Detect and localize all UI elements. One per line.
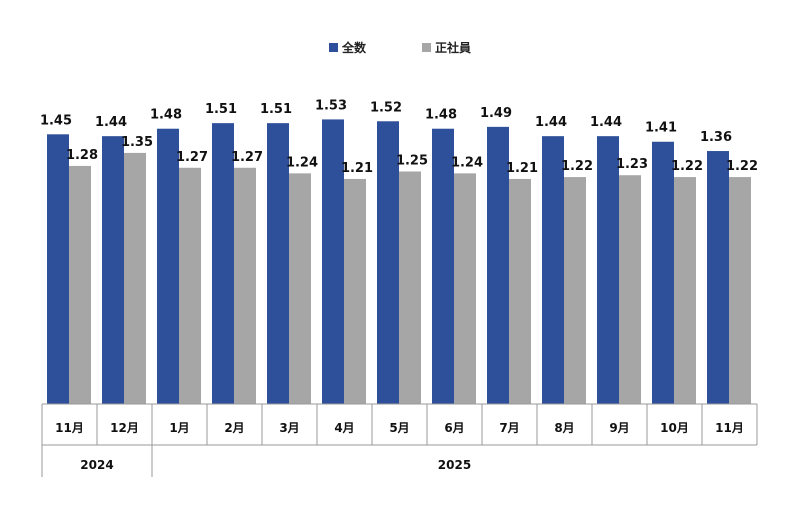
bar-regular-2	[124, 152, 146, 404]
value-label-regular-1: 1.28	[66, 148, 98, 163]
category-label-12: 10月	[660, 421, 689, 435]
category-label-8: 6月	[444, 421, 464, 435]
category-label-2: 12月	[110, 421, 139, 435]
value-label-all-12: 1.41	[645, 121, 677, 136]
value-label-all-5: 1.51	[260, 102, 292, 117]
bar-regular-11	[619, 175, 641, 404]
value-label-regular-12: 1.22	[671, 159, 703, 174]
category-label-9: 7月	[499, 421, 519, 435]
value-label-all-4: 1.51	[205, 102, 237, 117]
bar-all-3	[157, 128, 179, 404]
value-label-regular-6: 1.21	[341, 161, 373, 176]
value-label-regular-8: 1.24	[451, 155, 483, 170]
bar-regular-10	[564, 177, 586, 404]
bar-all-5	[267, 123, 289, 404]
value-label-all-7: 1.52	[370, 100, 402, 115]
value-label-regular-2: 1.35	[121, 135, 153, 150]
value-label-all-1: 1.45	[40, 113, 72, 128]
value-label-all-2: 1.44	[95, 115, 127, 130]
bar-all-4	[212, 123, 234, 404]
bar-regular-7	[399, 171, 421, 404]
legend-swatch-2	[422, 43, 431, 52]
year-label-2: 2025	[438, 458, 471, 472]
bar-regular-9	[509, 178, 531, 404]
value-label-all-13: 1.36	[700, 130, 732, 145]
bar-all-6	[322, 119, 344, 405]
value-label-regular-10: 1.22	[561, 159, 593, 174]
value-label-regular-7: 1.25	[396, 154, 428, 169]
category-label-13: 11月	[715, 421, 744, 435]
value-label-all-11: 1.44	[590, 115, 622, 130]
value-label-all-8: 1.48	[425, 108, 457, 123]
category-label-1: 11月	[55, 421, 84, 435]
bar-regular-3	[179, 167, 201, 404]
value-label-all-3: 1.48	[150, 108, 182, 123]
legend: 全数 正社員	[329, 40, 471, 55]
bars	[47, 119, 751, 405]
value-label-regular-5: 1.24	[286, 155, 318, 170]
value-label-regular-9: 1.21	[506, 161, 538, 176]
value-label-regular-3: 1.27	[176, 150, 208, 165]
value-label-regular-11: 1.23	[616, 157, 648, 172]
bar-all-12	[652, 141, 674, 405]
category-label-5: 3月	[279, 421, 299, 435]
category-label-10: 8月	[554, 421, 574, 435]
bar-regular-13	[729, 177, 751, 404]
category-label-7: 5月	[389, 421, 409, 435]
value-label-all-6: 1.53	[315, 98, 347, 113]
bar-regular-8	[454, 173, 476, 404]
bar-all-11	[597, 136, 619, 404]
data-labels: 1.45 1.28 1.44 1.35 1.48 1.27 1.51 1.27 1.51 1.24…	[40, 98, 758, 176]
value-label-regular-4: 1.27	[231, 150, 263, 165]
value-label-all-10: 1.44	[535, 115, 567, 130]
bar-regular-6	[344, 178, 366, 404]
category-label-11: 9月	[609, 421, 629, 435]
category-axis: 11月 12月 1月 2月 3月 4月 5月 6月 7月 8月 9月 10月 11月 2024 2025	[41, 403, 758, 477]
legend-label-2: 正社員	[435, 40, 471, 55]
bar-all-7	[377, 121, 399, 404]
bar-regular-12	[674, 177, 696, 404]
category-label-6: 4月	[334, 421, 354, 435]
bar-regular-5	[289, 173, 311, 404]
bar-regular-1	[69, 165, 91, 404]
bar-all-2	[102, 136, 124, 404]
bar-all-10	[542, 136, 564, 404]
year-label-1: 2024	[80, 458, 113, 472]
legend-label-1: 全数	[341, 40, 367, 55]
bar-regular-4	[234, 167, 256, 404]
category-label-3: 1月	[169, 421, 189, 435]
legend-swatch-1	[329, 43, 338, 52]
value-label-all-9: 1.49	[480, 106, 512, 121]
bar-all-13	[707, 151, 729, 404]
category-label-4: 2月	[224, 421, 244, 435]
value-label-regular-13: 1.22	[726, 159, 758, 174]
bar-all-9	[487, 126, 509, 405]
bar-all-8	[432, 128, 454, 404]
bar-all-1	[47, 134, 69, 405]
